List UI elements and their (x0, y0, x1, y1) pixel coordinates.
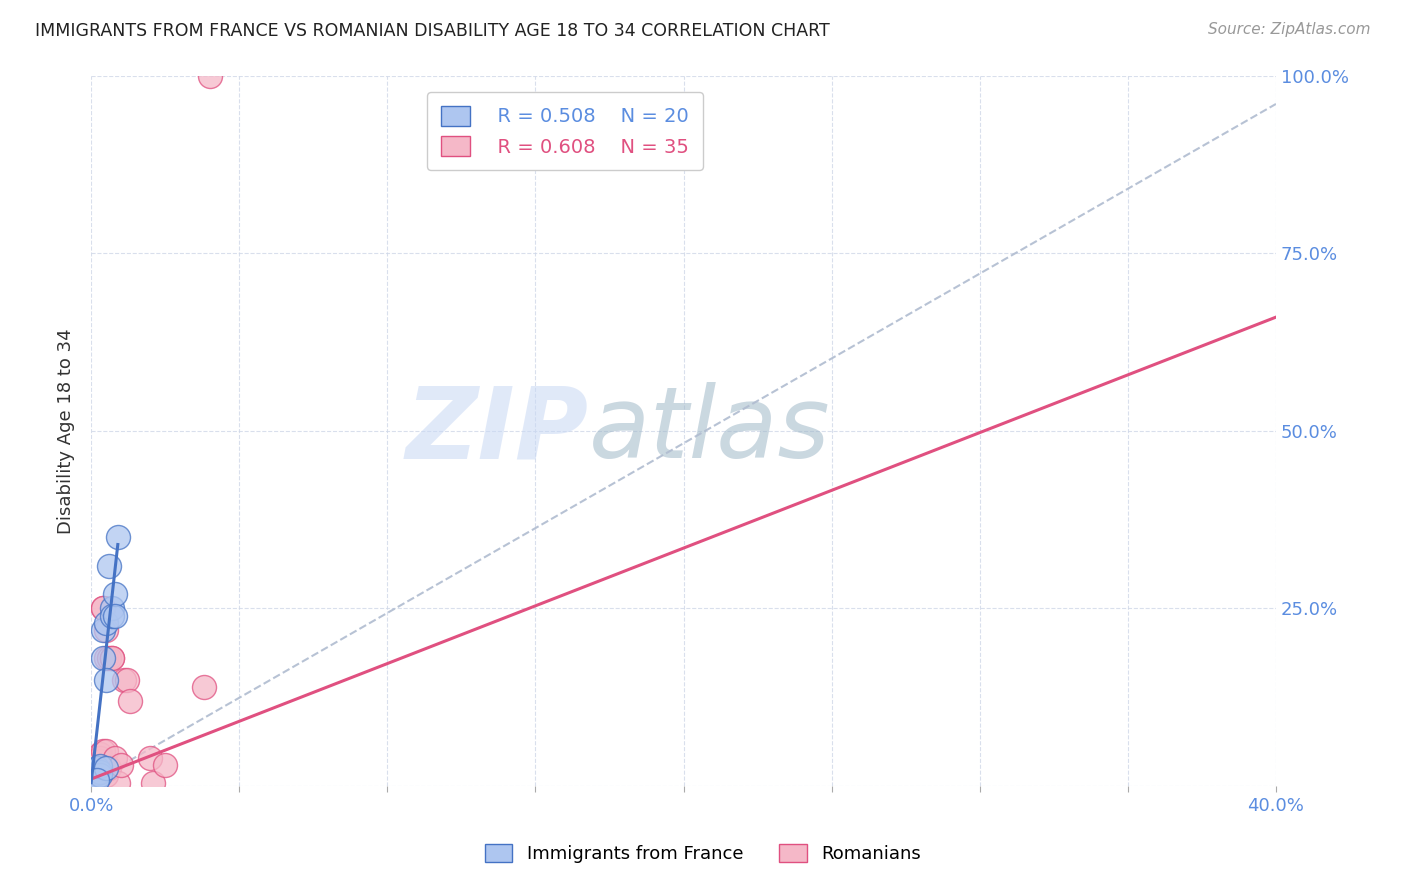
Point (94, 615, 117, 630)
Text: atlas: atlas (589, 383, 831, 479)
Point (86, 772, 108, 786)
Point (86, 761, 108, 775)
Point (139, 750, 162, 764)
Point (83, 764, 105, 779)
Point (86, 768, 108, 782)
Point (97, 558, 120, 573)
Point (91, 623, 114, 637)
Point (89, 759, 111, 773)
Point (89, 754, 111, 768)
Point (104, 587, 127, 601)
Point (91, 601, 114, 615)
Text: IMMIGRANTS FROM FRANCE VS ROMANIAN DISABILITY AGE 18 TO 34 CORRELATION CHART: IMMIGRANTS FROM FRANCE VS ROMANIAN DISAB… (35, 22, 830, 40)
Legend: Immigrants from France, Romanians: Immigrants from France, Romanians (474, 833, 932, 874)
Point (107, 775, 129, 789)
Point (101, 601, 124, 615)
Point (89, 764, 111, 779)
Point (94, 623, 117, 637)
Point (101, 608, 124, 623)
Legend:   R = 0.508    N = 20,   R = 0.608    N = 35: R = 0.508 N = 20, R = 0.608 N = 35 (427, 93, 703, 170)
Point (142, 775, 165, 789)
Point (198, 69, 221, 83)
Point (89, 761, 111, 775)
Point (94, 673, 117, 687)
Point (86, 761, 108, 775)
Point (97, 651, 120, 665)
Point (86, 757, 108, 772)
Point (86, 773, 108, 788)
Text: ZIP: ZIP (406, 383, 589, 479)
Point (89, 768, 111, 782)
Point (153, 757, 176, 772)
Point (101, 651, 124, 665)
Point (83, 768, 105, 782)
Point (94, 768, 117, 782)
Point (97, 761, 120, 775)
Point (94, 761, 117, 775)
Point (112, 673, 135, 687)
Point (107, 530, 129, 544)
Point (89, 750, 111, 764)
Point (86, 775, 108, 789)
Text: Source: ZipAtlas.com: Source: ZipAtlas.com (1208, 22, 1371, 37)
Point (89, 764, 111, 779)
Point (118, 694, 141, 708)
Point (91, 651, 114, 665)
Point (101, 651, 124, 665)
Point (83, 761, 105, 775)
Point (91, 601, 114, 615)
Point (104, 608, 127, 623)
Point (89, 747, 111, 761)
Point (104, 750, 127, 764)
Point (83, 772, 105, 786)
Y-axis label: Disability Age 18 to 34: Disability Age 18 to 34 (58, 328, 75, 533)
Point (86, 764, 108, 779)
Point (193, 680, 215, 694)
Point (94, 743, 117, 757)
Point (83, 764, 105, 779)
Point (91, 743, 114, 757)
Point (86, 766, 108, 780)
Point (94, 651, 117, 665)
Point (110, 757, 132, 772)
Point (115, 673, 138, 687)
